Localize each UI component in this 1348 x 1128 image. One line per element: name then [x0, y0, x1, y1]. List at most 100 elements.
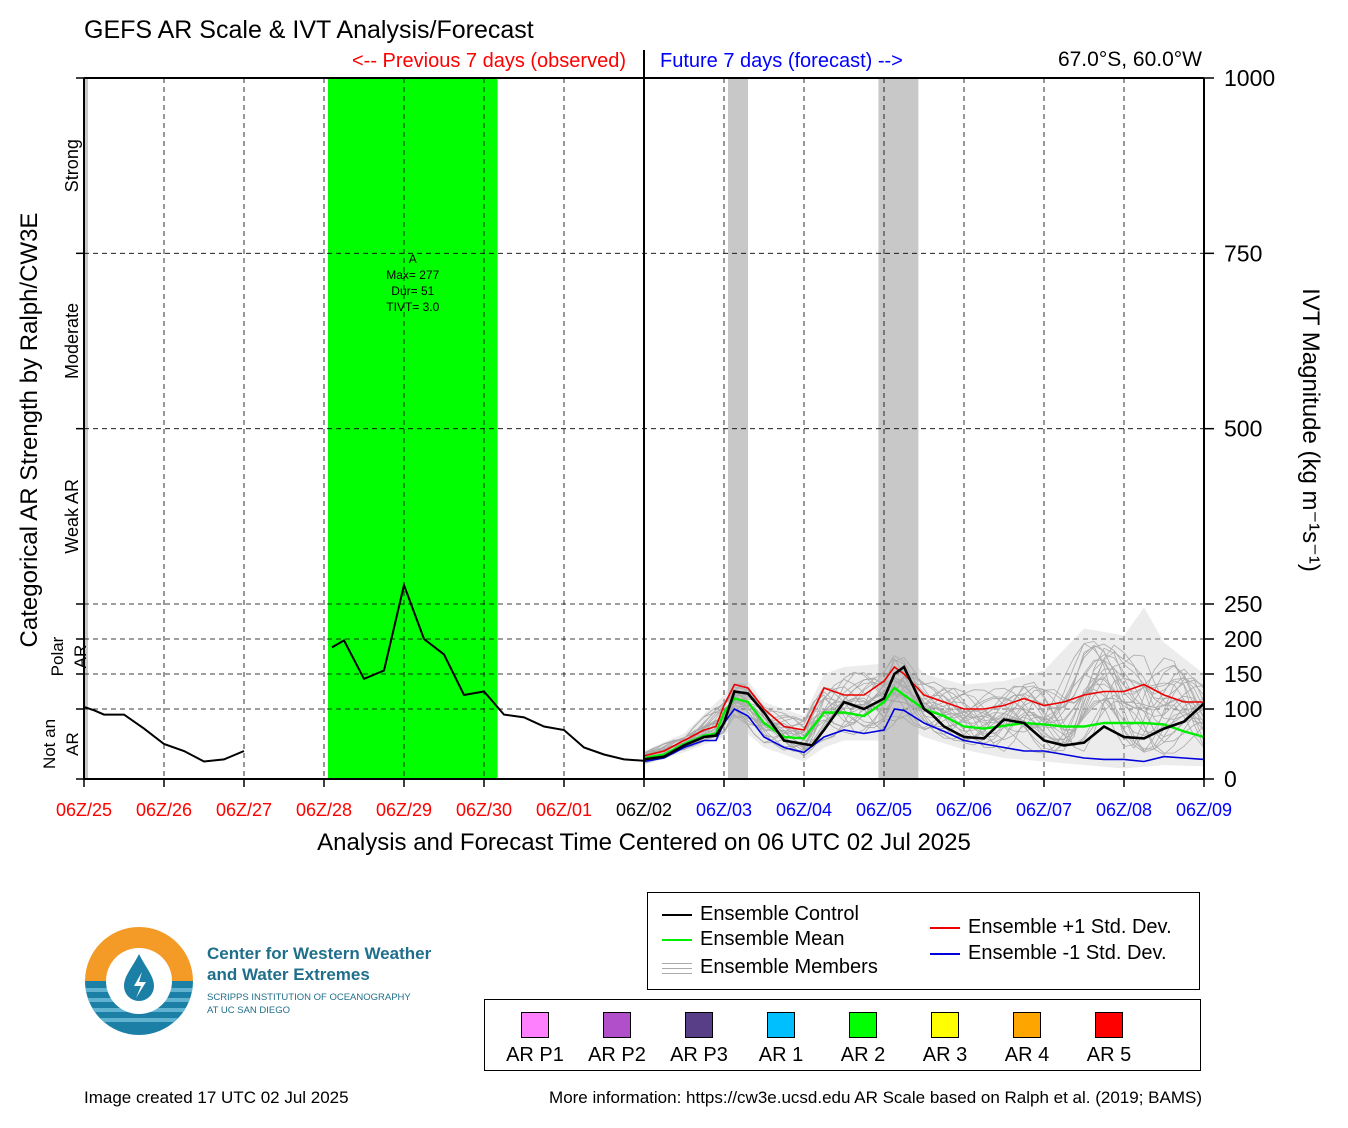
scale-label: AR 2: [840, 1044, 886, 1066]
ensemble-member-line: [643, 654, 1205, 759]
legend-mean-swatch: [662, 938, 692, 941]
scale-label: AR 4: [1004, 1044, 1050, 1066]
ensemble-member-line: [643, 647, 1205, 765]
scale-swatch: [849, 1012, 877, 1038]
ensemble-member-line: [643, 664, 1205, 760]
scale-swatch: [685, 1012, 713, 1038]
logo-line1: Center for Western Weather: [207, 944, 432, 963]
x-tick-label-06Z/26: 06Z/26: [136, 800, 192, 820]
ensemble-spread: [644, 607, 1204, 769]
y-tick-label-250: 250: [1224, 591, 1262, 617]
x-tick-label-06Z/07: 06Z/07: [1016, 800, 1072, 820]
category-label-strong: Strong: [62, 139, 82, 192]
category-label-polar-ar-2: AR: [71, 645, 90, 669]
observed-ivt-line-1: [83, 705, 245, 763]
scale-item-ar-p1: AR P1: [490, 1012, 580, 1067]
ar-event-max: Max= 277: [386, 268, 439, 282]
ensemble-member-line: [643, 651, 1205, 762]
scale-label: AR P2: [588, 1044, 646, 1066]
scale-swatch: [521, 1012, 549, 1038]
x-tick-label-06Z/30: 06Z/30: [456, 800, 512, 820]
x-tick-label-06Z/01: 06Z/01: [536, 800, 592, 820]
x-tick-label-06Z/06: 06Z/06: [936, 800, 992, 820]
y-axis-right-title: IVT Magnitude (kg m⁻¹s⁻¹): [1297, 288, 1324, 572]
x-tick-label-06Z/02: 06Z/02: [616, 800, 672, 820]
x-tick-label-06Z/04: 06Z/04: [776, 800, 832, 820]
category-label-not-an-ar-1: Not an: [40, 719, 59, 769]
legend-members-label: Ensemble Members: [700, 956, 878, 978]
ar-event-label: A: [409, 252, 417, 266]
legend-plus-std: Ensemble +1 Std. Dev.: [930, 916, 1172, 939]
ar-scale-legend: AR P1 AR P2 AR P3 AR 1 AR 2 AR 3 AR 4 AR 5: [484, 999, 1201, 1071]
x-tick-label-06Z/29: 06Z/29: [376, 800, 432, 820]
ensemble-legend: Ensemble Control Ensemble Mean Ensemble …: [647, 892, 1200, 990]
y-tick-label-0: 0: [1224, 766, 1237, 792]
category-label-weak-ar: Weak AR: [62, 479, 82, 554]
ensemble-control-line: [643, 665, 1205, 761]
logo-line3: SCRIPPS INSTITUTION OF OCEANOGRAPHY: [207, 992, 411, 1003]
previous-period-label: <-- Previous 7 days (observed): [351, 50, 626, 72]
legend-control: Ensemble Control: [662, 903, 859, 926]
x-tick-label-06Z/25: 06Z/25: [56, 800, 112, 820]
scale-item-ar-p2: AR P2: [572, 1012, 662, 1067]
ensemble-mean-line: [643, 686, 1205, 760]
logo-line4: AT UC SAN DIEGO: [207, 1005, 291, 1016]
legend-minus-std-label: Ensemble -1 Std. Dev.: [968, 942, 1167, 964]
category-label-not-an-ar-2: AR: [63, 732, 82, 756]
x-tick-label-06Z/09: 06Z/09: [1176, 800, 1232, 820]
scale-swatch: [1013, 1012, 1041, 1038]
y-tick-label-100: 100: [1224, 696, 1262, 722]
y-tick-label-200: 200: [1224, 626, 1262, 652]
category-label-moderate: Moderate: [62, 303, 82, 379]
scale-swatch: [603, 1012, 631, 1038]
y-tick-label-150: 150: [1224, 661, 1262, 687]
ensemble-member-line: [643, 657, 1205, 760]
x-axis-title: Analysis and Forecast Time Centered on 0…: [317, 829, 971, 856]
legend-mean: Ensemble Mean: [662, 928, 845, 951]
scale-label: AR P3: [670, 1044, 728, 1066]
legend-mean-label: Ensemble Mean: [700, 928, 845, 950]
scale-item-ar-2: AR 2: [818, 1012, 908, 1067]
legend-members-swatch: [662, 960, 692, 975]
scale-item-ar-3: AR 3: [900, 1012, 990, 1067]
ar-event-tivt: TIVT= 3.0: [386, 300, 439, 314]
scale-swatch: [931, 1012, 959, 1038]
scale-label: AR 5: [1086, 1044, 1132, 1066]
cw3e-logo-mark: [85, 927, 193, 1035]
scale-item-ar-p3: AR P3: [654, 1012, 744, 1067]
legend-members: Ensemble Members: [662, 956, 878, 979]
legend-minus-std-swatch: [930, 952, 960, 955]
legend-plus-std-label: Ensemble +1 Std. Dev.: [968, 916, 1172, 938]
future-period-label: Future 7 days (forecast) -->: [660, 50, 903, 72]
category-label-polar-ar-1: Polar: [48, 636, 67, 676]
logo-line2: and Water Extremes: [207, 965, 370, 984]
x-tick-label-06Z/05: 06Z/05: [856, 800, 912, 820]
cw3e-logo: Center for Western Weather and Water Ext…: [84, 926, 431, 1041]
image-created-note: Image created 17 UTC 02 Jul 2025: [84, 1088, 349, 1107]
x-tick-label-06Z/27: 06Z/27: [216, 800, 272, 820]
scale-swatch: [767, 1012, 795, 1038]
more-info-note: More information: https://cw3e.ucsd.edu …: [549, 1088, 1202, 1107]
observed-ivt-line-2: [331, 581, 645, 762]
x-tick-label-06Z/08: 06Z/08: [1096, 800, 1152, 820]
y-tick-label-500: 500: [1224, 416, 1262, 442]
scale-label: AR 3: [922, 1044, 968, 1066]
ensemble-member-line: [643, 657, 1205, 758]
ensemble-member-line: [643, 654, 1205, 760]
legend-plus-std-swatch: [930, 926, 960, 929]
x-tick-label-06Z/03: 06Z/03: [696, 800, 752, 820]
chart-title: GEFS AR Scale & IVT Analysis/Forecast: [84, 16, 534, 44]
scale-item-ar-5: AR 5: [1064, 1012, 1154, 1067]
ar-event-duration: Dur= 51: [391, 284, 434, 298]
legend-control-label: Ensemble Control: [700, 903, 859, 925]
y-axis-left-title: Categorical AR Strength by Ralph/CW3E: [16, 212, 43, 648]
legend-control-swatch: [662, 913, 692, 916]
scale-swatch: [1095, 1012, 1123, 1038]
scale-item-ar-4: AR 4: [982, 1012, 1072, 1067]
y-tick-label-1000: 1000: [1224, 65, 1275, 91]
ensemble-member-line: [643, 668, 1205, 756]
location-label: 67.0°S, 60.0°W: [1057, 48, 1202, 71]
x-tick-label-06Z/28: 06Z/28: [296, 800, 352, 820]
scale-item-ar-1: AR 1: [736, 1012, 826, 1067]
